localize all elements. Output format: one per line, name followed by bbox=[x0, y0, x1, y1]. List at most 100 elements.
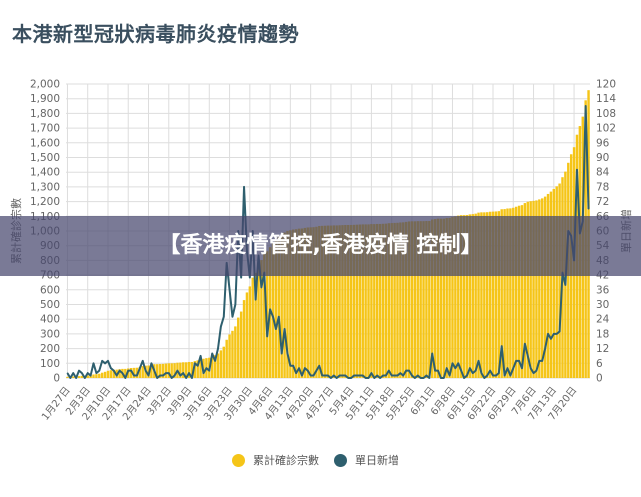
cumulative-bar bbox=[100, 372, 104, 378]
cumulative-bar bbox=[141, 366, 144, 378]
daily-point bbox=[191, 377, 193, 379]
daily-line bbox=[66, 105, 590, 379]
cumulative-bar bbox=[124, 368, 127, 378]
daily-point bbox=[176, 370, 179, 372]
daily-point bbox=[506, 367, 509, 369]
cumulative-bar bbox=[196, 360, 199, 378]
cumulative-bar bbox=[167, 363, 170, 378]
cumulative-bar bbox=[451, 217, 454, 378]
cumulative-bar bbox=[532, 200, 535, 378]
cumulative-bar bbox=[118, 369, 121, 378]
daily-point bbox=[197, 365, 199, 367]
daily-point bbox=[457, 362, 459, 364]
cumulative-bar bbox=[239, 311, 243, 378]
cumulative-bar bbox=[347, 224, 350, 378]
daily-point bbox=[460, 370, 462, 372]
daily-point bbox=[118, 370, 121, 372]
daily-point bbox=[521, 367, 523, 369]
daily-point bbox=[101, 360, 103, 362]
daily-point bbox=[147, 374, 150, 377]
cumulative-bar bbox=[341, 225, 344, 378]
y-tick-left: 1,300 bbox=[30, 181, 60, 193]
daily-point bbox=[515, 360, 517, 362]
cumulative-bar bbox=[320, 225, 324, 378]
cumulative-bar bbox=[367, 224, 370, 378]
cumulative-bar bbox=[138, 367, 142, 378]
daily-point bbox=[255, 299, 257, 301]
daily-point bbox=[159, 374, 161, 377]
legend-item-daily[interactable]: 單日新增 bbox=[334, 452, 399, 468]
legend-item-cumulative[interactable]: 累計確診宗數 bbox=[232, 452, 319, 468]
daily-point bbox=[396, 374, 399, 377]
cumulative-bar bbox=[326, 225, 330, 378]
cumulative-bar bbox=[520, 205, 524, 378]
daily-point bbox=[498, 372, 500, 374]
daily-point bbox=[483, 377, 485, 379]
daily-point bbox=[289, 365, 291, 367]
daily-point bbox=[304, 367, 306, 369]
daily-point bbox=[370, 372, 373, 374]
cumulative-bar bbox=[378, 223, 382, 378]
y-tick-left: 1,500 bbox=[30, 152, 60, 164]
cumulative-bar bbox=[407, 221, 411, 378]
cumulative-bar bbox=[384, 223, 388, 378]
daily-point bbox=[136, 374, 138, 377]
daily-point bbox=[512, 367, 514, 369]
y-tick-left: 0 bbox=[53, 373, 60, 385]
cumulative-bar bbox=[193, 361, 197, 378]
daily-point bbox=[336, 377, 338, 379]
daily-point bbox=[269, 308, 271, 310]
daily-point bbox=[278, 316, 280, 318]
cumulative-bar bbox=[92, 374, 95, 378]
cumulative-bar bbox=[80, 375, 84, 378]
daily-point bbox=[475, 370, 477, 372]
daily-point bbox=[547, 333, 549, 335]
daily-point bbox=[365, 377, 367, 379]
cumulative-bar bbox=[303, 227, 307, 378]
daily-point bbox=[553, 333, 555, 335]
daily-point bbox=[327, 374, 329, 377]
cumulative-bar bbox=[358, 224, 362, 378]
daily-point bbox=[443, 377, 445, 379]
y-tick-right: 120 bbox=[596, 79, 616, 91]
daily-point bbox=[133, 374, 135, 377]
daily-point bbox=[503, 374, 506, 377]
cumulative-bar bbox=[309, 227, 312, 378]
cumulative-bar bbox=[306, 227, 309, 378]
daily-point bbox=[110, 367, 112, 369]
cumulative-bar bbox=[225, 339, 228, 378]
overlay-banner-text: 【香港疫情管控,香港疫情 控制】 bbox=[158, 233, 483, 258]
cumulative-bar bbox=[523, 203, 527, 378]
daily-point bbox=[362, 374, 364, 377]
cumulative-bar bbox=[468, 214, 472, 378]
daily-point bbox=[420, 377, 422, 379]
x-tick-label: 1月27日 bbox=[39, 384, 73, 422]
daily-point bbox=[121, 372, 124, 374]
cumulative-bar bbox=[439, 218, 443, 378]
daily-point bbox=[208, 370, 210, 372]
daily-point bbox=[356, 374, 358, 377]
cumulative-bar bbox=[245, 292, 249, 378]
daily-point bbox=[179, 374, 181, 377]
cumulative-bar bbox=[477, 212, 480, 378]
daily-point bbox=[359, 374, 361, 377]
y-tick-right: 96 bbox=[596, 137, 610, 149]
y-tick-left: 1,900 bbox=[30, 93, 60, 105]
page-title: 本港新型冠狀病毒肺炎疫情趨勢 bbox=[12, 22, 299, 46]
cumulative-bar bbox=[89, 375, 92, 378]
daily-point bbox=[142, 360, 144, 362]
daily-point bbox=[315, 370, 318, 372]
daily-point bbox=[95, 372, 97, 374]
cumulative-bar bbox=[300, 228, 304, 378]
y-tick-left: 1,800 bbox=[30, 108, 60, 120]
cumulative-bar bbox=[271, 243, 275, 378]
cumulative-bar bbox=[549, 191, 553, 378]
y-tick-right: 90 bbox=[596, 152, 609, 164]
cumulative-bar bbox=[237, 317, 240, 378]
daily-point bbox=[275, 328, 277, 330]
legend-swatch-cumulative bbox=[232, 453, 245, 467]
cumulative-bar bbox=[190, 361, 194, 378]
daily-point bbox=[211, 352, 213, 355]
daily-point bbox=[527, 355, 529, 357]
cumulative-bar bbox=[280, 235, 283, 378]
